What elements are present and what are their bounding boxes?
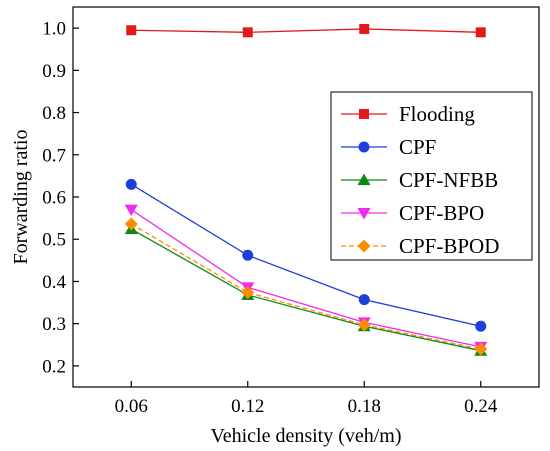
- y-axis-title: Forwarding ratio: [10, 130, 32, 265]
- data-point-cpf-bpod: [124, 217, 138, 231]
- y-tick-label: 1.0: [42, 19, 66, 40]
- series-line-cpf-bpod: [130, 223, 481, 350]
- data-point-flooding: [126, 25, 137, 36]
- data-point-cpf: [242, 249, 254, 261]
- legend-label: Flooding: [399, 102, 475, 126]
- data-point-cpf: [358, 294, 370, 306]
- x-axis-title: Vehicle density (veh/m): [210, 425, 401, 447]
- axes: 0.2 0.3 0.4 0.5 0.6 0.7 0.8 0.9 1.0 0.06 0.12 0.18 0…: [42, 19, 498, 417]
- legend-item-cpf-nfbb: CPF-NFBB: [341, 168, 498, 192]
- series-line-cpf: [130, 183, 481, 327]
- legend-label: CPF-BPO: [399, 201, 484, 225]
- legend-marker: [357, 239, 371, 253]
- data-point-flooding: [359, 23, 370, 34]
- series-line-cpf-nfbb: [130, 228, 481, 352]
- x-tick-label: 0.12: [231, 396, 264, 417]
- data-point-cpf: [475, 320, 487, 332]
- legend-label: CPF-NFBB: [399, 168, 498, 192]
- legend-marker: [357, 208, 371, 220]
- data-point-cpf: [125, 178, 137, 190]
- data-point-cpf-bpo: [124, 204, 138, 217]
- data-point-flooding: [475, 27, 486, 38]
- legend: Flooding CPF CPF-NFBB CPF-BPO CPF-BPOD: [330, 91, 533, 261]
- data-point-cpf-bpod: [474, 342, 488, 356]
- y-tick-label: 0.5: [42, 230, 66, 251]
- legend-item-cpf-bpo: CPF-BPO: [341, 201, 484, 225]
- series-cpf: [125, 178, 487, 332]
- y-tick-label: 0.7: [42, 145, 66, 166]
- plot-marks: [124, 23, 488, 356]
- y-tick-label: 0.6: [42, 188, 66, 209]
- x-tick-label: 0.24: [464, 396, 498, 417]
- legend-marker: [357, 173, 371, 185]
- y-tick-label: 0.4: [42, 272, 66, 293]
- x-tick-label: 0.06: [115, 396, 148, 417]
- data-point-cpf-bpod: [241, 285, 255, 299]
- series-line-cpf-bpo: [130, 209, 481, 348]
- y-tick-label: 0.8: [42, 103, 66, 124]
- legend-marker: [358, 141, 370, 153]
- legend-item-cpf-bpod: CPF-BPOD: [341, 234, 499, 258]
- y-tick-label: 0.2: [42, 356, 66, 377]
- data-point-cpf-bpod: [357, 318, 371, 332]
- y-tick-label: 0.9: [42, 61, 66, 82]
- legend-item-flooding: Flooding: [341, 102, 475, 126]
- legend-item-cpf: CPF: [341, 135, 436, 159]
- data-point-flooding: [242, 27, 253, 38]
- x-tick-label: 0.18: [348, 396, 381, 417]
- legend-label: CPF-BPOD: [399, 234, 499, 258]
- y-tick-label: 0.3: [42, 314, 66, 335]
- series-cpf-bpod: [124, 217, 488, 356]
- series-flooding: [126, 23, 486, 38]
- legend-marker: [359, 109, 369, 119]
- legend-label: CPF: [399, 135, 436, 159]
- series-line-flooding: [131, 28, 481, 33]
